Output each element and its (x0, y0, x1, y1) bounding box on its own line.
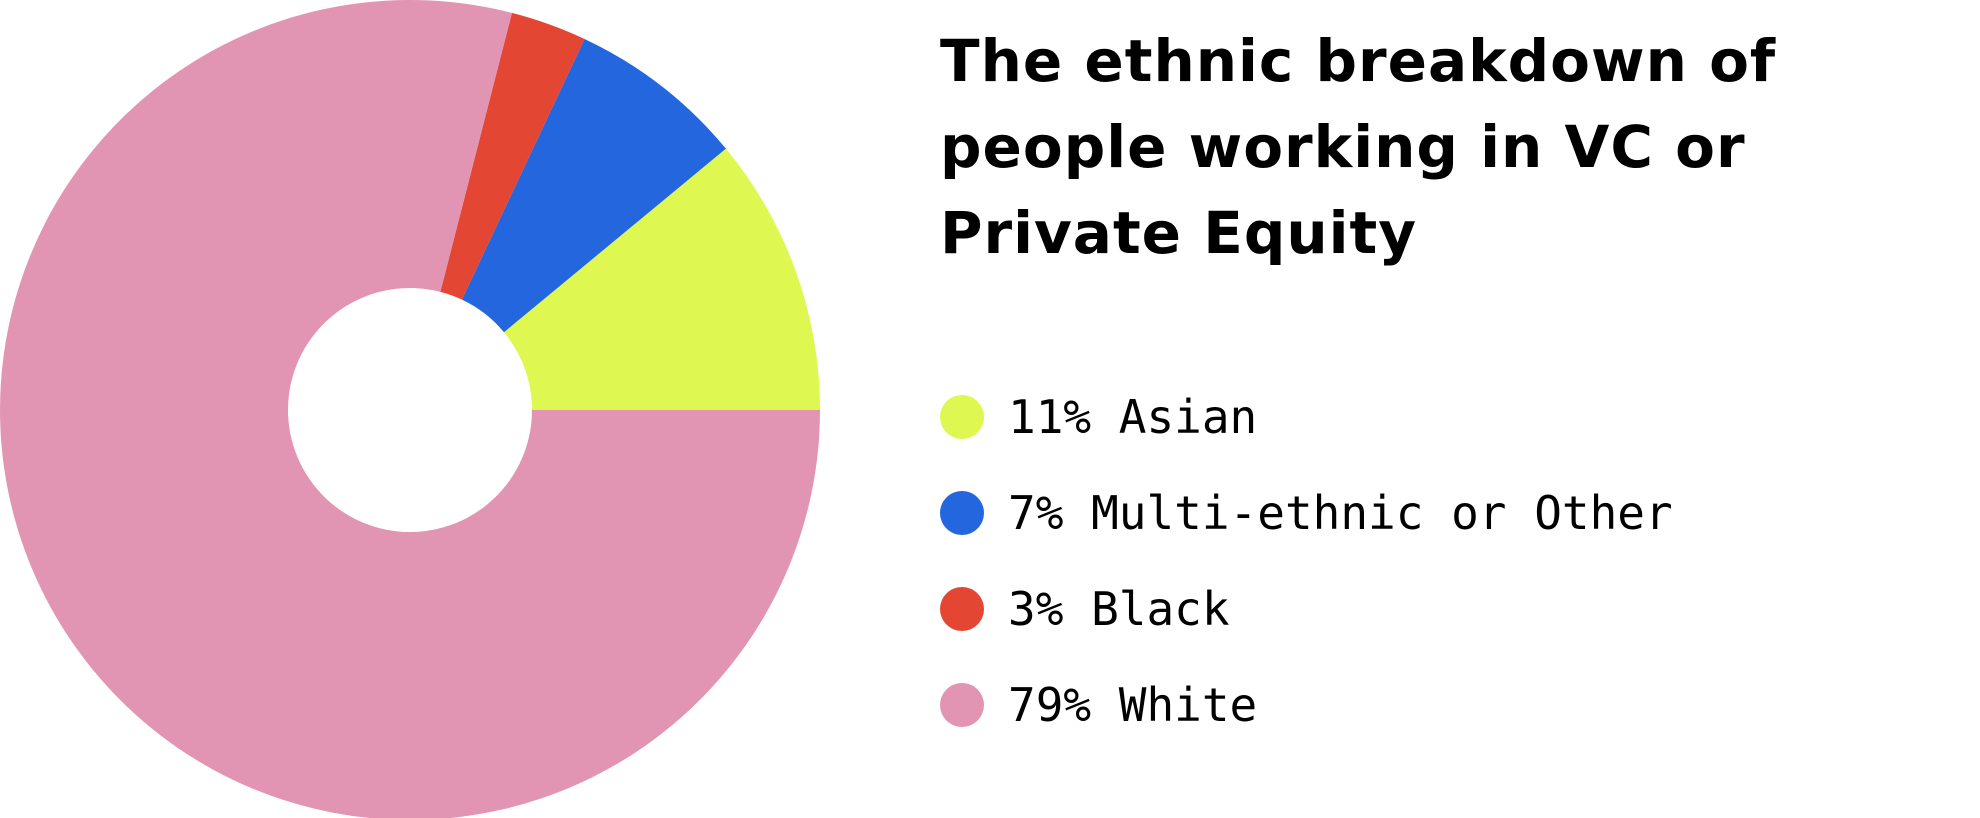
legend-label-multi-ethnic-or-other: 7% Multi-ethnic or Other (1008, 486, 1673, 540)
slice-multi-ethnic-or-other (461, 39, 726, 333)
legend-item-multi-ethnic-or-other: 7% Multi-ethnic or Other (940, 465, 1673, 561)
slice-white (0, 0, 820, 818)
legend-label-white: 79% White (1008, 678, 1258, 732)
legend-swatch-black (940, 587, 984, 631)
slice-asian (504, 148, 820, 410)
legend-swatch-asian (940, 395, 984, 439)
legend-swatch-multi-ethnic-or-other (940, 491, 984, 535)
legend: 11% Asian 7% Multi-ethnic or Other 3% Bl… (940, 369, 1673, 753)
legend-item-white: 79% White (940, 657, 1673, 753)
legend-label-asian: 11% Asian (1008, 390, 1258, 444)
legend-item-asian: 11% Asian (940, 369, 1673, 465)
legend-item-black: 3% Black (940, 561, 1673, 657)
chart-title: The ethnic breakdown of people working i… (940, 27, 1777, 267)
donut-chart (0, 0, 820, 818)
slice-black (440, 12, 585, 300)
legend-label-black: 3% Black (1008, 582, 1230, 636)
legend-swatch-white (940, 683, 984, 727)
